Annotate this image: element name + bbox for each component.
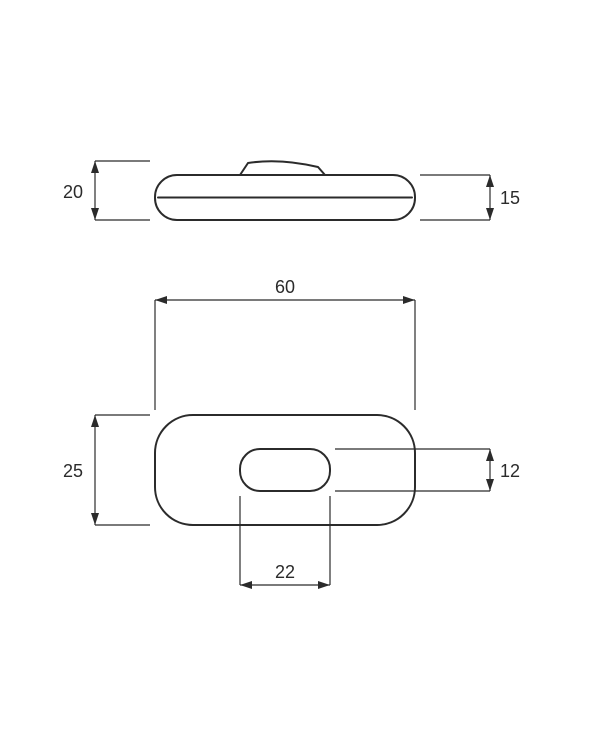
dim-15-label: 15: [500, 188, 520, 208]
dim-60: 60: [155, 277, 415, 410]
dim-12-label: 12: [500, 461, 520, 481]
dim-60-label: 60: [275, 277, 295, 297]
dim-15: 15: [420, 175, 520, 220]
dimension-drawing: 20 15 60 25 12: [0, 0, 600, 745]
dim-22: 22: [240, 496, 330, 589]
dim-25-label: 25: [63, 461, 83, 481]
top-view: [155, 415, 415, 525]
dim-20-label: 20: [63, 182, 83, 202]
side-view: [155, 161, 415, 220]
dim-20: 20: [63, 161, 150, 220]
dim-25: 25: [63, 415, 150, 525]
dim-22-label: 22: [275, 562, 295, 582]
dim-12: 12: [335, 449, 520, 491]
